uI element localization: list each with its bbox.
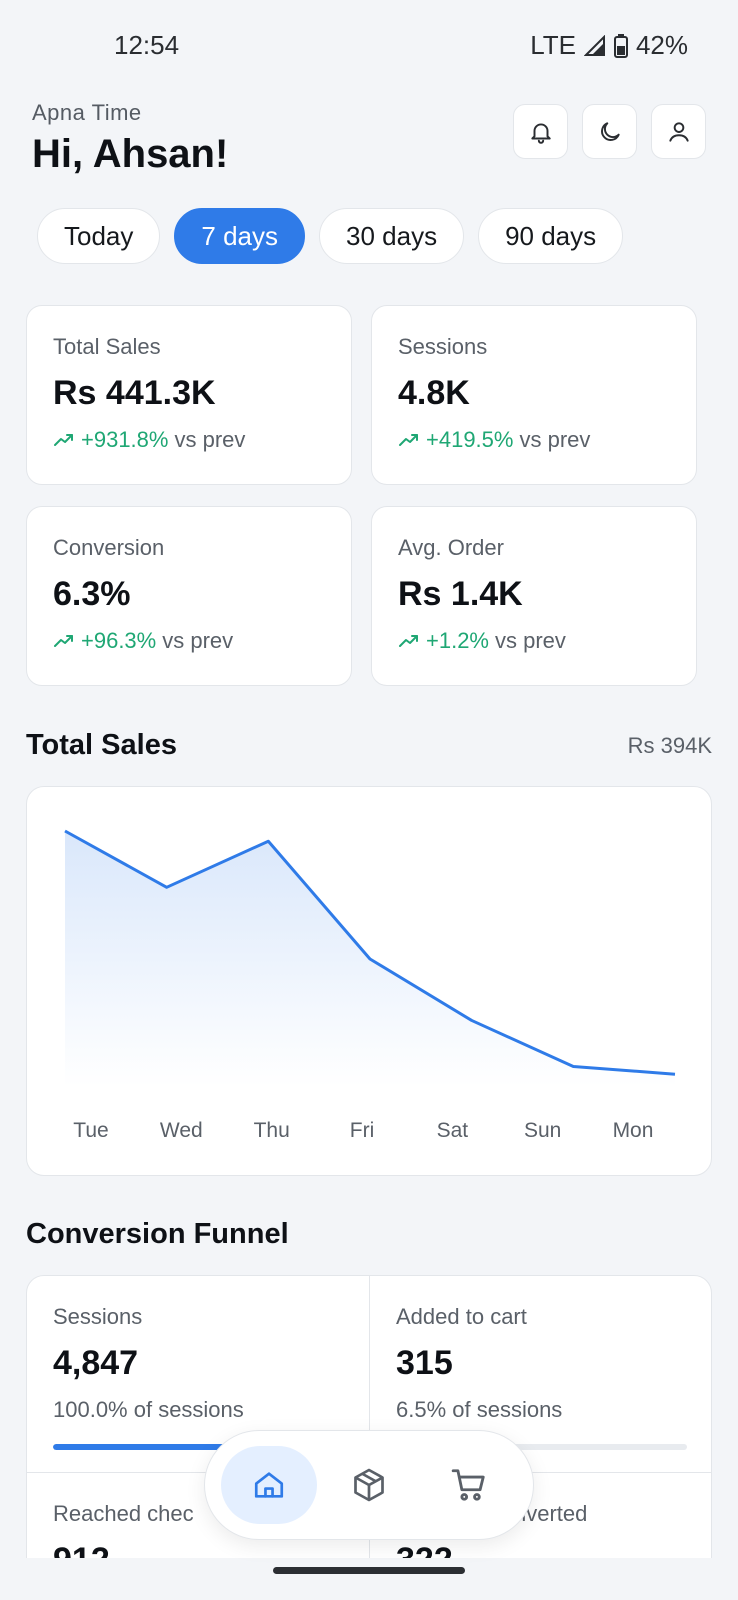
funnel-percent: 6.5% of sessions	[396, 1397, 563, 1422]
funnel-value: 315	[396, 1344, 453, 1382]
stat-change: +96.3% vs prev	[53, 628, 325, 654]
tab-today[interactable]: Today	[37, 208, 161, 264]
funnel-section-title: Conversion Funnel	[26, 1218, 289, 1250]
stat-change-percent: +1.2%	[426, 628, 489, 653]
sales-section-total: Rs 394K	[627, 733, 712, 758]
network-label: LTE	[530, 30, 576, 60]
stat-change: +1.2% vs prev	[398, 628, 670, 654]
page-title: Hi, Ahsan!	[32, 132, 229, 176]
funnel-label: Added to cart	[396, 1304, 527, 1329]
stat-change-percent: +96.3%	[81, 628, 157, 653]
profile-button[interactable]	[651, 104, 706, 159]
status-time: 12:54	[114, 30, 180, 60]
funnel-step-added-to-cart: Added to cart 315 6.5% of sessions	[370, 1276, 711, 1472]
nav-home[interactable]	[221, 1446, 317, 1524]
bell-icon	[530, 122, 551, 144]
header-actions	[513, 104, 706, 159]
stat-label: Conversion	[53, 535, 165, 560]
x-axis-label-mon: Mon	[613, 1119, 654, 1142]
date-range-tabs: Today 7 days 30 days 90 days	[37, 208, 624, 264]
nav-orders[interactable]	[421, 1446, 517, 1524]
x-axis-label-thu: Thu	[254, 1119, 290, 1142]
user-icon	[668, 121, 689, 142]
app-name: Apna Time	[32, 100, 142, 125]
cart-icon	[451, 1469, 485, 1501]
package-icon	[354, 1468, 384, 1502]
notifications-button[interactable]	[513, 104, 568, 159]
moon-icon	[600, 121, 620, 141]
tab-7-days[interactable]: 7 days	[174, 208, 305, 264]
funnel-progress-bar	[53, 1444, 344, 1450]
stat-value: 6.3%	[53, 575, 131, 613]
tab-30-days[interactable]: 30 days	[319, 208, 465, 264]
nav-products[interactable]	[321, 1446, 417, 1524]
funnel-progress-fill	[53, 1444, 344, 1450]
tab-90-days[interactable]: 90 days	[478, 208, 624, 264]
status-right: LTE 42%	[530, 30, 688, 61]
signal-icon	[583, 34, 605, 56]
funnel-step-sessions: Sessions 4,847 100.0% of sessions	[27, 1276, 370, 1472]
x-axis-label-fri: Fri	[350, 1119, 375, 1142]
x-axis-label-sun: Sun	[524, 1119, 561, 1142]
stat-value: Rs 441.3K	[53, 374, 216, 412]
stat-change-suffix: vs prev	[162, 628, 234, 653]
stat-value: Rs 1.4K	[398, 575, 523, 613]
header: Apna Time Hi, Ahsan!	[32, 100, 228, 177]
sales-line	[64, 829, 676, 1076]
stat-change: +419.5% vs prev	[398, 427, 670, 453]
home-indicator[interactable]	[273, 1567, 465, 1574]
stat-change-percent: +931.8%	[81, 427, 169, 452]
sales-chart: Tue Wed Thu Fri Sat Sun Mon	[64, 829, 676, 1142]
funnel-percent: 100.0% of sessions	[53, 1397, 244, 1422]
stat-card-sessions[interactable]: Sessions 4.8K +419.5% vs prev	[371, 305, 697, 485]
stat-label: Total Sales	[53, 334, 161, 359]
battery-label: 42%	[635, 30, 688, 60]
x-axis-label-tue: Tue	[73, 1119, 108, 1142]
stat-change-suffix: vs prev	[519, 427, 591, 452]
bottom-navigation	[204, 1430, 534, 1540]
battery-icon	[613, 33, 628, 58]
trending-up-icon	[399, 635, 418, 647]
x-axis-label-wed: Wed	[160, 1119, 203, 1142]
stat-change-suffix: vs prev	[174, 427, 246, 452]
funnel-label: Reached chec	[53, 1501, 194, 1526]
stat-card-avg-order[interactable]: Avg. Order Rs 1.4K +1.2% vs prev	[371, 506, 697, 686]
trending-up-icon	[54, 434, 73, 446]
x-axis-label-sat: Sat	[437, 1119, 469, 1142]
trending-up-icon	[399, 434, 418, 446]
stat-card-total-sales[interactable]: Total Sales Rs 441.3K +931.8% vs prev	[26, 305, 352, 485]
stat-label: Avg. Order	[398, 535, 504, 560]
trending-up-icon	[54, 635, 73, 647]
home-icon	[254, 1472, 284, 1498]
page-bottom-fade	[0, 1558, 738, 1600]
sales-section-title: Total Sales	[26, 729, 177, 761]
funnel-label: Sessions	[53, 1304, 143, 1329]
theme-toggle-button[interactable]	[582, 104, 637, 159]
stat-change-percent: +419.5%	[426, 427, 514, 452]
stat-label: Sessions	[398, 334, 488, 359]
stat-change: +931.8% vs prev	[53, 427, 325, 453]
stat-card-conversion[interactable]: Conversion 6.3% +96.3% vs prev	[26, 506, 352, 686]
status-bar: 12:54 LTE 42%	[0, 0, 738, 96]
stat-value: 4.8K	[398, 374, 470, 412]
funnel-value: 4,847	[53, 1344, 139, 1382]
stat-change-suffix: vs prev	[495, 628, 566, 653]
sales-chart-card: Tue Wed Thu Fri Sat Sun Mon	[26, 786, 712, 1176]
